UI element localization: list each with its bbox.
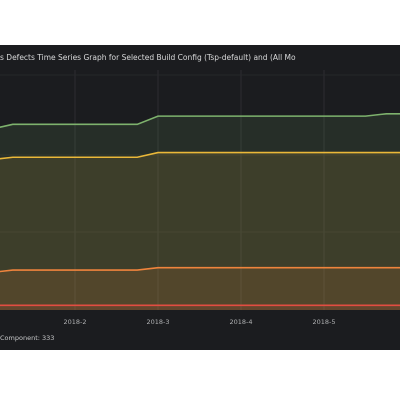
x-tick-label: 2018-3 <box>146 318 169 326</box>
series-area <box>0 113 400 310</box>
series-line <box>0 151 400 160</box>
x-tick-label: 2018-5 <box>312 318 335 326</box>
x-tick-label: 2018-2 <box>63 318 86 326</box>
plot-area <box>0 70 400 310</box>
chart-title: s Defects Time Series Graph for Selected… <box>0 53 296 62</box>
series-area <box>0 305 400 310</box>
x-tick-label: 2018-4 <box>229 318 252 326</box>
panel <box>0 45 400 350</box>
series-line <box>0 112 400 129</box>
series-area <box>0 267 400 310</box>
legend-entry: Component: 333 <box>0 334 54 342</box>
series-line <box>0 266 400 273</box>
